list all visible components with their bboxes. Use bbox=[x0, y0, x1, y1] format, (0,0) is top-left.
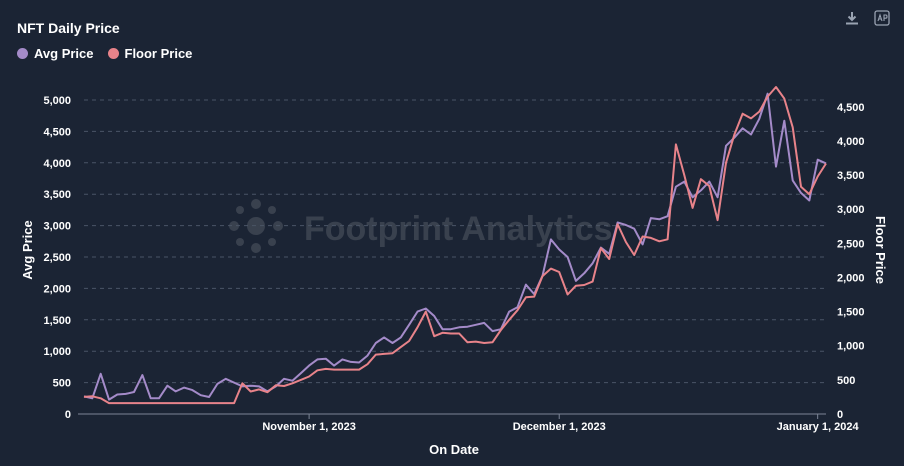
y-tick-label-left: 500 bbox=[53, 378, 71, 390]
y-tick-label-right: 1,000 bbox=[837, 341, 865, 353]
y-tick-label-left: 3,500 bbox=[43, 189, 71, 201]
series-line-avg-price bbox=[83, 92, 827, 401]
x-axis: November 1, 2023 December 1, 2023 January … bbox=[78, 413, 860, 433]
y-tick-label-left: 4,000 bbox=[43, 158, 71, 170]
y-tick-label-left: 5,000 bbox=[43, 95, 71, 107]
legend-label-avg-price: Avg Price bbox=[34, 46, 94, 61]
y-tick-label-left: 2,500 bbox=[43, 252, 71, 264]
y-tick-label-left: 3,000 bbox=[43, 221, 71, 233]
x-tick-label: November 1, 2023 bbox=[262, 421, 356, 433]
y-tick-label-right: 4,500 bbox=[837, 102, 865, 114]
y-axis-label-left: Avg Price bbox=[20, 220, 35, 280]
watermark-text: Footprint Analytics bbox=[304, 210, 613, 248]
series-lines bbox=[83, 86, 827, 405]
y-axis-right: 0 500 1,000 1,500 2,000 2,500 3,000 3,500 4,000 4… bbox=[837, 102, 865, 421]
grid-lines bbox=[84, 99, 826, 384]
y-axis-label-right: Floor Price bbox=[873, 216, 888, 284]
legend-swatch-avg-price bbox=[17, 48, 28, 59]
y-axis-left: 0 500 1,000 1,500 2,000 2,500 3,000 3,500 4,000 4… bbox=[43, 95, 71, 421]
y-tick-label-right: 2,500 bbox=[837, 238, 865, 250]
series-line-floor-price bbox=[83, 86, 827, 405]
x-tick-label: January 1, 2024 bbox=[777, 421, 860, 433]
y-tick-label-right: 1,500 bbox=[837, 307, 865, 319]
y-tick-label-right: 4,000 bbox=[837, 136, 865, 148]
download-icon[interactable] bbox=[844, 10, 860, 26]
y-tick-label-left: 0 bbox=[65, 409, 71, 421]
y-tick-label-left: 2,000 bbox=[43, 283, 71, 295]
y-tick-label-right: 3,000 bbox=[837, 204, 865, 216]
y-tick-label-right: 2,000 bbox=[837, 272, 865, 284]
y-tick-label-right: 3,500 bbox=[837, 170, 865, 182]
y-tick-label-left: 1,000 bbox=[43, 346, 71, 358]
y-tick-label-right: 500 bbox=[837, 375, 855, 387]
chart-legend: Avg Price Floor Price bbox=[17, 46, 192, 61]
legend-item-avg-price[interactable]: Avg Price bbox=[17, 46, 94, 61]
legend-label-floor-price: Floor Price bbox=[124, 46, 193, 61]
x-axis-label: On Date bbox=[429, 442, 479, 457]
chart-title: NFT Daily Price bbox=[17, 20, 120, 36]
api-icon[interactable] bbox=[874, 10, 890, 26]
chart-toolbar bbox=[844, 10, 890, 26]
y-tick-label-left: 4,500 bbox=[43, 126, 71, 138]
x-tick-label: December 1, 2023 bbox=[513, 421, 606, 433]
y-tick-label-right: 0 bbox=[837, 409, 843, 421]
y-tick-label-left: 1,500 bbox=[43, 315, 71, 327]
legend-swatch-floor-price bbox=[107, 48, 119, 59]
legend-item-floor-price[interactable]: Floor Price bbox=[107, 46, 193, 61]
